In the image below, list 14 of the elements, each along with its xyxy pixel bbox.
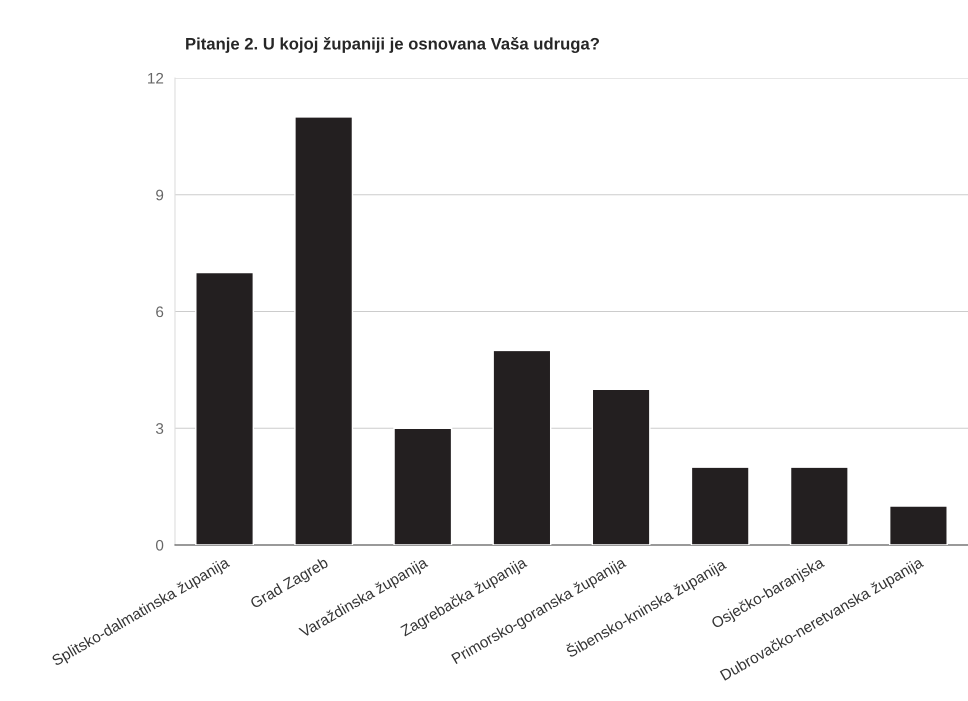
bar: [492, 350, 552, 545]
bar: [592, 388, 651, 545]
bar: [888, 505, 948, 545]
y-tick-label: 12: [148, 72, 164, 84]
y-tick-label: 3: [156, 423, 164, 434]
y-tick-label: 0: [156, 540, 164, 551]
chart-title: Pitanje 2. U kojoj županiji je osnovana Vaša udruga?: [186, 37, 599, 53]
bar: [790, 466, 849, 545]
bar: [393, 428, 452, 545]
y-tick-label: 6: [156, 306, 164, 318]
bar: [195, 272, 254, 545]
bar: [690, 466, 750, 545]
y-tick-label: 9: [156, 190, 164, 200]
bar: [294, 116, 354, 545]
